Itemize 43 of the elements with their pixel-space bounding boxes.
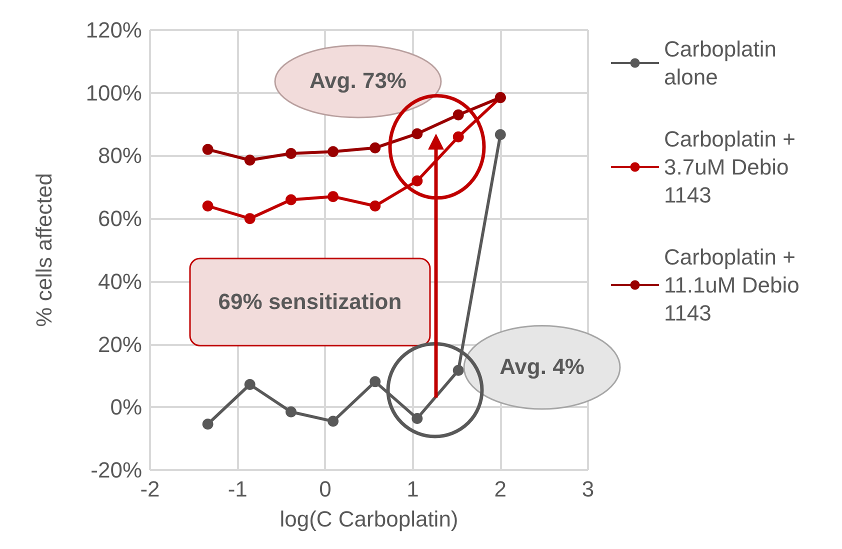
point [286, 194, 297, 206]
annotation: Avg. 4% [498, 353, 586, 382]
point [412, 412, 423, 424]
legend-label: Carboplatin + 11.1uM Debio 1143 [664, 244, 806, 326]
point [452, 109, 464, 120]
y-tick-label: 0% [110, 394, 142, 420]
y-tick-label: 80% [98, 143, 142, 168]
point [286, 148, 297, 160]
y-tick-label: 20% [98, 332, 142, 357]
x-tick-label: 1 [406, 476, 419, 502]
point [202, 418, 214, 430]
point [202, 200, 214, 212]
point [244, 379, 256, 390]
x-tick-label: 2 [494, 476, 507, 502]
point [244, 213, 256, 224]
point [370, 200, 381, 212]
y-tick-label: 100% [86, 80, 142, 106]
y-tick-label: 120% [86, 18, 142, 42]
point [452, 364, 464, 376]
point [328, 416, 339, 427]
point [412, 128, 423, 140]
point [244, 154, 256, 166]
legend-label: Carboplatin alone [664, 36, 783, 90]
x-tick-label: 0 [319, 476, 332, 502]
annotation: Avg. 73% [308, 67, 408, 96]
x-tick-label: 3 [582, 476, 594, 502]
point [328, 146, 339, 158]
y-tick-label: 60% [98, 206, 142, 232]
point [286, 406, 297, 418]
y-tick-label: 40% [98, 268, 142, 294]
x-tick-label: -1 [228, 476, 248, 502]
point [370, 142, 381, 154]
legend-label: Carboplatin + 3.7uM Debio 1143 [664, 126, 802, 208]
point [494, 129, 506, 140]
y-tick-label: -20% [90, 458, 142, 482]
point [202, 144, 214, 155]
point [412, 175, 423, 186]
y-axis-title: % cells affected [32, 173, 56, 327]
point [452, 131, 464, 142]
point [328, 191, 339, 202]
x-axis-title: log(C Carboplatin) [280, 506, 458, 532]
point [370, 376, 381, 388]
x-tick-label: -2 [140, 476, 160, 502]
